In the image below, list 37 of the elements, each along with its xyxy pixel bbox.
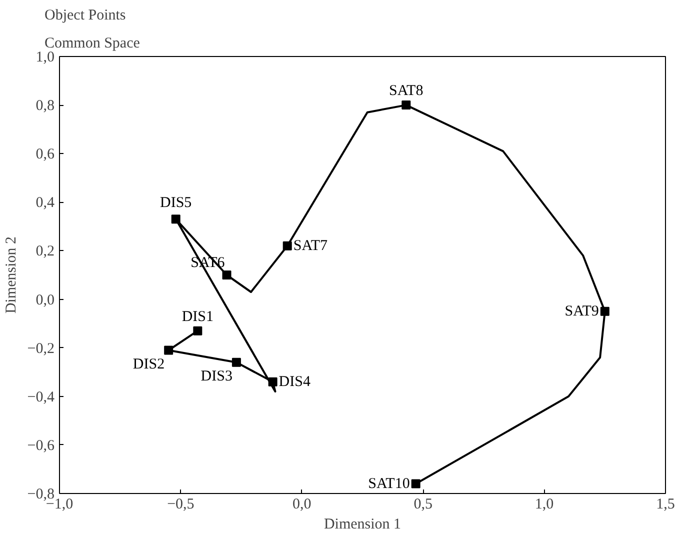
point [171,214,180,224]
point [402,100,411,110]
annotation: DIS5 [160,195,192,212]
annotation: SAT8 [389,83,424,100]
x-tick-label: 0,0 [292,496,312,512]
annotation: SAT7 [293,238,328,254]
y-tick-label: −0,2 [27,340,55,357]
chart-subtitle: Common Space [44,36,140,52]
chart-title: Object Points [44,8,126,24]
point [268,377,278,386]
y-axis-title: Dimension 2 [3,236,20,314]
y-tick-label: 1,0 [36,50,54,66]
annotation: DIS2 [132,356,165,372]
y-tick-label: −0,6 [27,438,55,454]
x-tick-label: 1,0 [534,496,554,512]
point [282,241,292,250]
annotation: SAT9 [564,303,599,320]
y-tick-label: 0,0 [36,292,54,308]
point [600,306,610,316]
annotation: DIS4 [278,374,311,390]
point [164,346,174,355]
point [222,270,232,280]
x-tick-label: 0,5 [414,496,432,512]
x-tick-label: −0,5 [167,496,194,512]
x-axis-title: Dimension 1 [324,516,402,532]
annotation: DIS3 [200,368,232,384]
x-tick-label: 1,5 [656,496,675,512]
point [411,479,420,488]
annotation: SAT10 [368,476,410,492]
annotation: DIS1 [182,308,214,325]
point [232,358,241,367]
y-tick-label: −0,4 [27,389,55,406]
y-tick-label: 0,2 [36,244,54,260]
point [193,326,202,336]
y-tick-label: 0,8 [36,98,54,114]
y-tick-label: 0,6 [36,146,55,163]
y-tick-label: 0,4 [36,195,55,212]
